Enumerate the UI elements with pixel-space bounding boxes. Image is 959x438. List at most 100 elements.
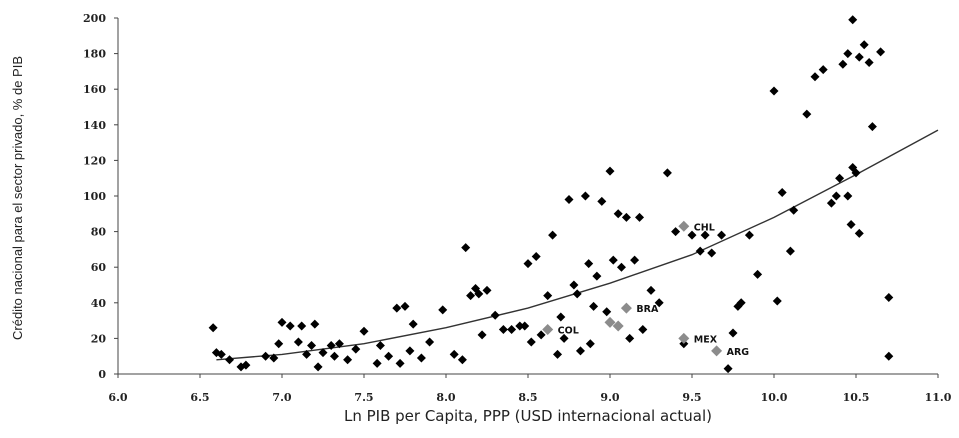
data-point (789, 206, 798, 215)
y-tick-label: 100 (83, 190, 106, 203)
data-point (838, 60, 847, 69)
highlight-point (621, 303, 632, 314)
data-point (625, 334, 634, 343)
y-tick-label: 20 (91, 332, 107, 345)
data-point (307, 341, 316, 350)
data-point (532, 252, 541, 261)
data-point (770, 86, 779, 95)
data-point (717, 231, 726, 240)
data-point (597, 197, 606, 206)
data-point (274, 339, 283, 348)
data-point (663, 168, 672, 177)
data-point (556, 313, 565, 322)
data-point (630, 256, 639, 265)
highlight-label: COL (558, 326, 579, 337)
data-point (409, 320, 418, 329)
y-tick-label: 0 (98, 368, 106, 381)
data-point (450, 350, 459, 359)
data-point (478, 330, 487, 339)
x-tick-label: 9.0 (600, 391, 619, 404)
data-point (553, 350, 562, 359)
data-point (458, 355, 467, 364)
data-point (638, 325, 647, 334)
data-point (573, 289, 582, 298)
data-point (843, 49, 852, 58)
data-point (773, 297, 782, 306)
highlight-point (678, 333, 689, 344)
data-point (278, 318, 287, 327)
data-point (384, 352, 393, 361)
data-point (786, 247, 795, 256)
x-tick-label: 6.5 (190, 391, 209, 404)
data-point (373, 359, 382, 368)
data-point (310, 320, 319, 329)
data-point (576, 346, 585, 355)
data-point (884, 352, 893, 361)
data-point (483, 286, 492, 295)
data-point (527, 337, 536, 346)
y-tick-label: 160 (83, 83, 106, 96)
data-point (520, 321, 529, 330)
data-point (537, 330, 546, 339)
highlight-label: CHL (694, 222, 715, 233)
data-point (589, 302, 598, 311)
data-point (425, 337, 434, 346)
data-point (351, 345, 360, 354)
data-point (819, 65, 828, 74)
highlight-label: MEX (694, 334, 718, 345)
x-tick-label: 8.0 (436, 391, 455, 404)
data-point (707, 248, 716, 257)
y-axis-title: Crédito nacional para el sector privado,… (10, 56, 25, 340)
data-point (417, 353, 426, 362)
data-point (671, 227, 680, 236)
data-point (855, 53, 864, 62)
data-point (868, 122, 877, 131)
x-tick-label: 11.0 (925, 391, 952, 404)
data-point (401, 302, 410, 311)
data-point (843, 192, 852, 201)
data-point (286, 321, 295, 330)
data-point (847, 220, 856, 229)
points-group (209, 15, 894, 373)
data-point (586, 339, 595, 348)
data-point (622, 213, 631, 222)
data-point (543, 291, 552, 300)
highlight-point (678, 221, 689, 232)
data-point (745, 231, 754, 240)
data-point (438, 305, 447, 314)
data-point (592, 272, 601, 281)
data-point (466, 291, 475, 300)
x-tick-label: 7.0 (272, 391, 291, 404)
highlight-group: CHL BRA COL MEX ARG (542, 221, 749, 358)
x-axis-title: Ln PIB per Capita, PPP (USD internaciona… (344, 407, 712, 425)
data-point (753, 270, 762, 279)
y-tick-label: 40 (91, 297, 107, 310)
data-point (461, 243, 470, 252)
data-point (848, 15, 857, 24)
data-point (827, 199, 836, 208)
data-point (330, 352, 339, 361)
data-point (548, 231, 557, 240)
highlight-label: ARG (727, 347, 750, 358)
data-point (491, 311, 500, 320)
data-point (314, 362, 323, 371)
data-point (855, 229, 864, 238)
data-point (609, 256, 618, 265)
data-point (876, 47, 885, 56)
y-tick-label: 80 (91, 226, 107, 239)
data-point (865, 58, 874, 67)
y-tick-label: 140 (83, 119, 106, 132)
data-point (811, 72, 820, 81)
x-tick-label: 7.5 (354, 391, 373, 404)
data-point (647, 286, 656, 295)
data-point (778, 188, 787, 197)
data-point (617, 263, 626, 272)
y-tick-label: 200 (83, 12, 106, 25)
x-tick-label: 10.0 (761, 391, 788, 404)
x-tick-label: 6.0 (108, 391, 127, 404)
data-point (499, 325, 508, 334)
data-point (294, 337, 303, 346)
data-point (860, 40, 869, 49)
